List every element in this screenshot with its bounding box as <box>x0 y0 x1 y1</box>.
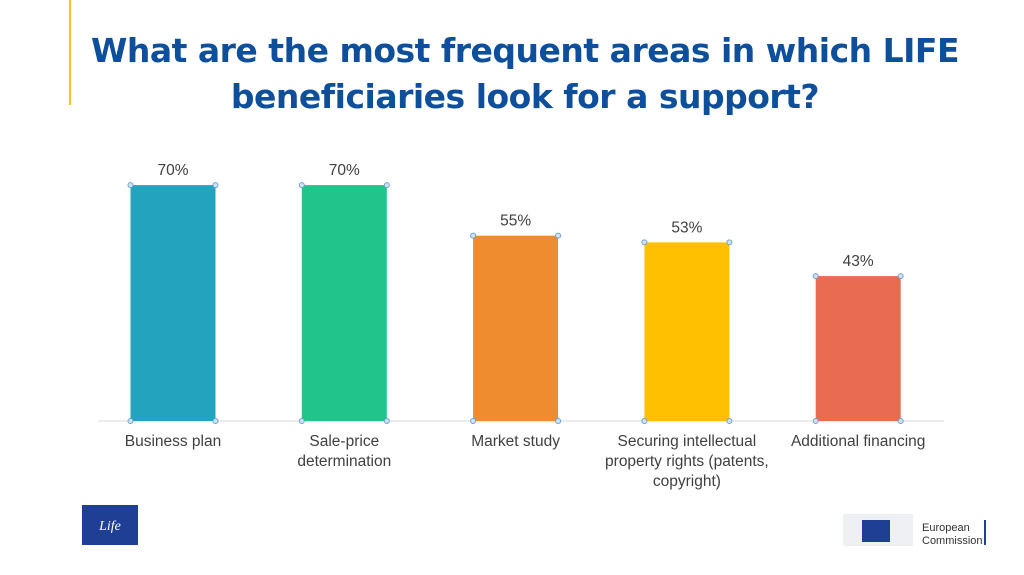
bar-handle <box>555 418 562 424</box>
bar-handle <box>383 418 390 424</box>
bar-handle <box>641 418 648 424</box>
bar-handle <box>212 418 219 424</box>
bar-handle <box>127 182 134 189</box>
bar-handle <box>298 182 305 189</box>
bar-handle <box>897 273 904 280</box>
x-tick-label: Sale-price determination <box>297 433 392 470</box>
bar-handle <box>470 232 477 239</box>
value-label: 70% <box>329 162 360 179</box>
right-logo <box>843 514 986 546</box>
x-tick-label: Additional financing <box>790 433 926 450</box>
logo-text: Life <box>98 519 121 534</box>
x-tick-label: Market study <box>471 433 560 450</box>
value-label: 70% <box>157 162 188 179</box>
bar <box>473 235 559 421</box>
ec-logo-text: European Commission <box>922 522 983 547</box>
bar-handle <box>812 273 819 280</box>
left-logo: Life <box>82 505 138 545</box>
x-tick-label: Securing intellectual property rights (p… <box>605 433 769 490</box>
bar <box>301 185 387 421</box>
bar-handle <box>383 182 390 189</box>
eu-flag <box>82 505 138 545</box>
bar-handle <box>897 418 904 424</box>
bar-handle <box>641 239 648 246</box>
x-tick-label: Business plan <box>124 433 222 450</box>
bar <box>815 276 901 421</box>
chart-title: What are the most frequent areas in whic… <box>90 31 960 116</box>
bar-handle <box>555 232 562 239</box>
bar-handle <box>127 418 134 424</box>
bar-handle <box>212 182 219 189</box>
bar-handle <box>470 418 477 424</box>
bar-handle <box>298 418 305 424</box>
value-label: 55% <box>500 213 531 230</box>
bar-handle <box>726 239 733 246</box>
value-label: 53% <box>671 219 702 236</box>
eu-flag <box>862 520 890 542</box>
bar <box>644 242 730 421</box>
value-label: 43% <box>843 253 874 270</box>
bar-handle <box>726 418 733 424</box>
bar-handle <box>812 418 819 424</box>
bar <box>130 185 216 421</box>
